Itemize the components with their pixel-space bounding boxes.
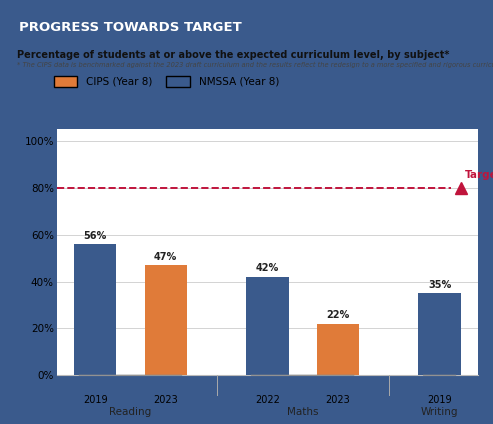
Text: Maths: Maths bbox=[287, 407, 318, 417]
Text: Percentage of students at or above the expected curriculum level, by subject*: Percentage of students at or above the e… bbox=[17, 50, 450, 60]
Bar bbox=[74, 244, 116, 375]
Text: Reading: Reading bbox=[109, 407, 151, 417]
Text: CIPS (Year 8): CIPS (Year 8) bbox=[86, 77, 152, 86]
Text: 35%: 35% bbox=[428, 280, 451, 290]
Text: * The CIPS data is benchmarked against the 2023 draft curriculum and the results: * The CIPS data is benchmarked against t… bbox=[17, 61, 493, 67]
Text: Target: Target bbox=[465, 170, 493, 180]
Text: 47%: 47% bbox=[154, 252, 177, 262]
Text: 42%: 42% bbox=[256, 263, 279, 273]
Text: 22%: 22% bbox=[326, 310, 350, 320]
Text: Writing: Writing bbox=[421, 407, 458, 417]
Bar bbox=[317, 324, 359, 375]
FancyBboxPatch shape bbox=[167, 76, 190, 87]
Text: PROGRESS TOWARDS TARGET: PROGRESS TOWARDS TARGET bbox=[19, 21, 242, 34]
Text: NMSSA (Year 8): NMSSA (Year 8) bbox=[199, 77, 280, 86]
FancyBboxPatch shape bbox=[54, 76, 77, 87]
Bar bbox=[419, 293, 460, 375]
Bar bbox=[144, 265, 187, 375]
Text: 56%: 56% bbox=[84, 231, 107, 240]
Bar bbox=[246, 277, 288, 375]
